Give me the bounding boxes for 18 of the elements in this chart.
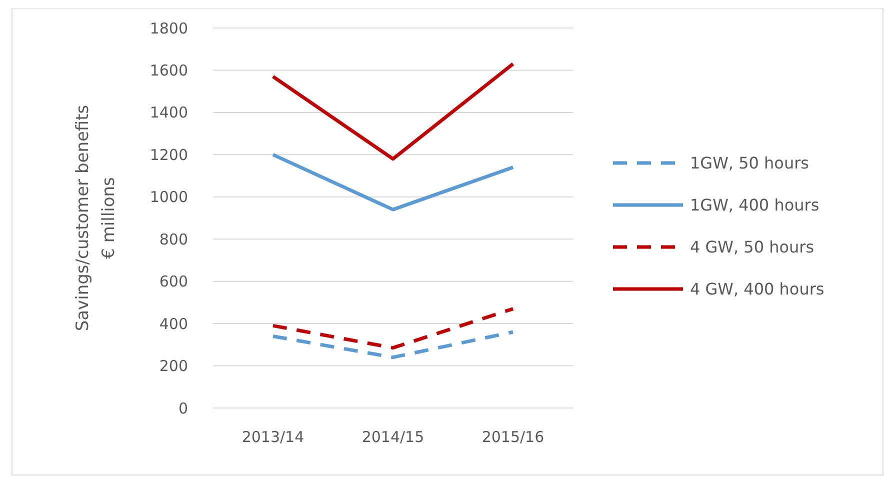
legend-label: 1GW, 400 hours: [690, 196, 820, 215]
legend-label: 1GW, 50 hours: [690, 154, 809, 173]
x-tick-label: 2013/14: [242, 428, 304, 446]
y-tick-label: 800: [159, 230, 188, 248]
y-tick-label: 400: [159, 314, 188, 333]
y-tick-label: 1600: [150, 61, 188, 80]
legend-label: 4 GW, 50 hours: [690, 238, 814, 257]
y-tick-label: 1200: [150, 146, 188, 164]
y-tick-label: 200: [159, 357, 188, 376]
y-axis-title: Savings/customer benefits € millions: [73, 104, 119, 332]
y-tick-label: 1400: [150, 104, 188, 122]
y-tick-label: 0: [178, 399, 188, 418]
x-tick-label: 2014/15: [362, 428, 424, 446]
y-tick-label: 1000: [150, 188, 188, 206]
legend-label: 4 GW, 400 hours: [690, 280, 824, 299]
y-tick-label: 600: [159, 272, 188, 291]
x-tick-label: 2015/16: [482, 428, 544, 446]
y-tick-label: 1800: [150, 19, 188, 38]
